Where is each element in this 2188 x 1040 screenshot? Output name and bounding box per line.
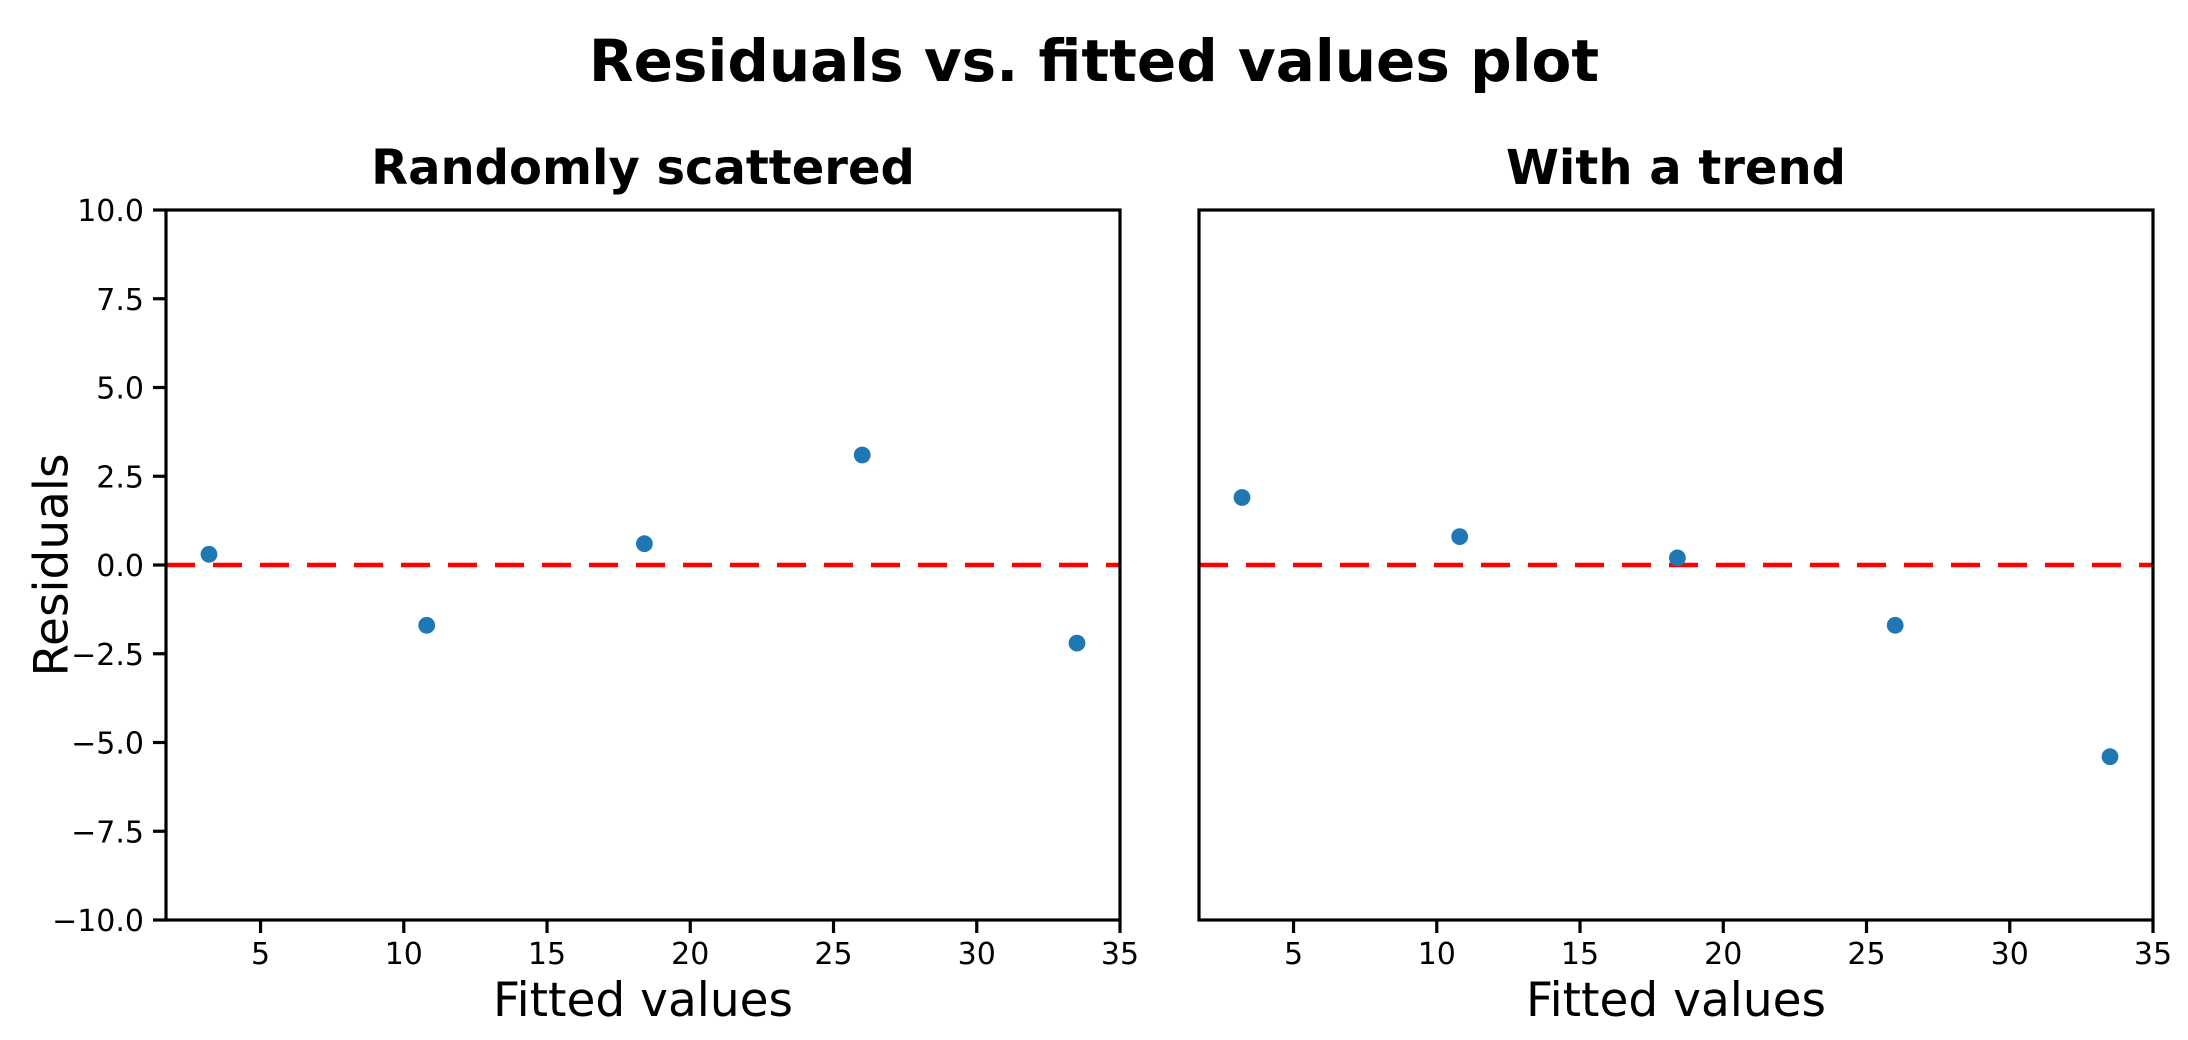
y-tick-label: 5.0 — [96, 372, 144, 407]
x-tick-label: 25 — [814, 937, 852, 972]
y-axis-label: Residuals — [24, 453, 80, 677]
x-tick-label: 30 — [1991, 937, 2029, 972]
x-tick-label: 25 — [1847, 937, 1885, 972]
x-tick-label: 35 — [2134, 937, 2172, 972]
x-axis-label-left: Fitted values — [492, 973, 794, 1028]
y-tick-label: −7.5 — [71, 815, 144, 850]
x-tick-label: 15 — [1561, 937, 1599, 972]
scatter-point — [853, 446, 871, 464]
axes-spines — [1197, 208, 2155, 922]
x-tick-label: 5 — [251, 937, 270, 972]
x-tick-label: 30 — [958, 937, 996, 972]
scatter-point — [1669, 549, 1686, 567]
x-tick-label: 5 — [1284, 937, 1303, 972]
subplot-with-a-trend: With a trend 5 10 15 20 25 30 35 Fitted values — [1197, 0, 2172, 1040]
x-tick-label: 10 — [1418, 937, 1456, 972]
y-tick-label: 10.0 — [77, 194, 144, 229]
subplot-right-title: With a trend — [1505, 140, 1847, 196]
scatter-point — [418, 616, 436, 634]
scatter-point — [636, 535, 653, 553]
y-tick-label: 2.5 — [96, 460, 144, 495]
scatter-point — [200, 545, 218, 563]
scatter-point — [1886, 616, 1904, 634]
axes-right: 5 10 15 20 25 30 35 — [1197, 208, 2172, 972]
x-tick-label: 15 — [528, 937, 566, 972]
scatter-point — [2101, 748, 2119, 766]
y-tick-label: 7.5 — [96, 283, 144, 318]
axes-left: 5 10 15 20 25 30 35 −10.0 −7.5 −5.0 −2.5 0.0 2.5 5.0 7… — [52, 194, 1139, 972]
scatter-point — [1233, 489, 1251, 506]
x-tick-label: 35 — [1101, 937, 1139, 972]
y-tick-label: −2.5 — [71, 638, 144, 673]
y-tick-label: 0.0 — [96, 549, 144, 584]
scatter-point — [1451, 528, 1469, 545]
scatter-point — [1068, 634, 1086, 652]
y-tick-label: −5.0 — [71, 727, 144, 762]
subplot-randomly-scattered: Randomly scattered Residuals 5 10 15 20 25 30… — [25, 0, 1140, 1040]
y-tick-label: −10.0 — [52, 904, 144, 939]
x-axis-label-right: Fitted values — [1525, 973, 1827, 1028]
x-tick-label: 10 — [385, 937, 423, 972]
x-tick-label: 20 — [1704, 937, 1742, 972]
x-tick-label: 20 — [671, 937, 709, 972]
subplot-left-title: Randomly scattered — [371, 140, 915, 196]
figure-title: Residuals vs. fitted values plot — [588, 27, 1600, 95]
